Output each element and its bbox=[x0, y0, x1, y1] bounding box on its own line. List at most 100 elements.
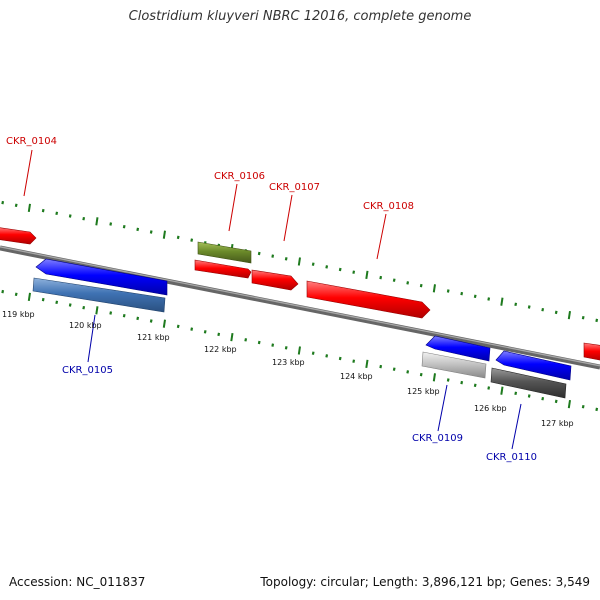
gene-arrow-ckr-0109[interactable] bbox=[425, 335, 491, 362]
lower-ring-minor-tick bbox=[311, 351, 315, 355]
upper-ring-minor-tick bbox=[190, 238, 194, 242]
lower-ring-minor-tick bbox=[55, 300, 59, 305]
label-leader-ckr-0110 bbox=[511, 403, 522, 450]
gene-label-ckr-0106[interactable]: CKR_0106 bbox=[214, 171, 265, 182]
lower-ring-minor-tick bbox=[68, 303, 72, 307]
gene-label-ckr-0110[interactable]: CKR_0110 bbox=[486, 452, 537, 463]
lower-ring-minor-tick bbox=[379, 364, 383, 369]
lower-ring-minor-tick bbox=[149, 319, 153, 323]
lower-ring-minor-tick bbox=[419, 372, 423, 377]
gene-label-ckr-0104[interactable]: CKR_0104 bbox=[6, 136, 57, 147]
lower-ring-minor-tick bbox=[527, 394, 531, 398]
upper-ring-major-tick bbox=[567, 310, 571, 320]
lower-ring-major-tick bbox=[230, 332, 234, 342]
accession-footer: Accession: NC_011837 bbox=[9, 575, 146, 589]
upper-ring-minor-tick bbox=[392, 278, 396, 282]
lower-ring-minor-tick bbox=[325, 354, 329, 358]
lower-ring-minor-tick bbox=[1, 289, 5, 294]
scale-label-119kbp: 119 kbp bbox=[2, 310, 35, 319]
lower-ring-minor-tick bbox=[473, 383, 477, 388]
lower-ring-minor-tick bbox=[203, 330, 207, 334]
lower-ring-major-tick bbox=[567, 399, 571, 409]
lower-ring-major-tick bbox=[27, 292, 31, 302]
lower-ring-major-tick bbox=[432, 373, 436, 382]
lower-ring-minor-tick bbox=[460, 380, 464, 385]
gene-label-ckr-0109[interactable]: CKR_0109 bbox=[412, 433, 463, 444]
scale-label-127kbp: 127 kbp bbox=[541, 419, 574, 428]
gene-arrow-edge-right[interactable] bbox=[583, 342, 600, 361]
upper-ring-minor-tick bbox=[284, 257, 288, 261]
upper-ring-major-tick bbox=[162, 230, 166, 239]
lower-ring-minor-tick bbox=[284, 346, 288, 350]
upper-ring-minor-tick bbox=[554, 310, 558, 315]
upper-ring-minor-tick bbox=[352, 270, 356, 274]
upper-ring-minor-tick bbox=[82, 216, 86, 221]
upper-ring-minor-tick bbox=[55, 211, 59, 216]
genome-backbone-highlight bbox=[0, 246, 600, 367]
lower-ring-major-tick bbox=[500, 386, 504, 395]
upper-ring-minor-tick bbox=[311, 262, 315, 266]
scale-label-122kbp: 122 kbp bbox=[204, 345, 237, 354]
upper-ring-minor-tick bbox=[581, 315, 585, 320]
upper-ring-minor-tick bbox=[527, 305, 531, 309]
lower-ring-minor-tick bbox=[487, 386, 491, 390]
upper-ring-minor-tick bbox=[406, 281, 410, 285]
upper-ring-minor-tick bbox=[41, 208, 45, 213]
upper-ring-minor-tick bbox=[176, 235, 180, 240]
gene-label-ckr-0107[interactable]: CKR_0107 bbox=[269, 182, 320, 193]
scale-label-120kbp: 120 kbp bbox=[69, 321, 102, 330]
upper-ring-minor-tick bbox=[473, 294, 477, 299]
lower-ring-minor-tick bbox=[554, 399, 558, 404]
lower-ring-minor-tick bbox=[217, 332, 221, 337]
lower-ring-major-tick bbox=[297, 346, 301, 355]
scale-label-124kbp: 124 kbp bbox=[340, 372, 373, 381]
lower-ring-minor-tick bbox=[581, 404, 585, 409]
lower-ring-minor-tick bbox=[82, 305, 86, 310]
lower-ring-minor-tick bbox=[406, 370, 410, 374]
upper-tick-ring bbox=[1, 200, 599, 323]
lower-ring-minor-tick bbox=[14, 292, 18, 297]
upper-ring-minor-tick bbox=[541, 307, 545, 312]
lower-ring-minor-tick bbox=[244, 338, 248, 342]
gene-arrow-ckr-0106[interactable] bbox=[194, 259, 252, 279]
gene-label-ckr-0105[interactable]: CKR_0105 bbox=[62, 365, 113, 376]
scale-label-126kbp: 126 kbp bbox=[474, 404, 507, 413]
upper-ring-minor-tick bbox=[68, 214, 72, 218]
upper-ring-major-tick bbox=[27, 203, 31, 213]
cds-bar-ckr-0105[interactable] bbox=[32, 277, 166, 313]
upper-ring-minor-tick bbox=[487, 297, 491, 301]
label-leader-ckr-0107 bbox=[283, 194, 293, 242]
lower-ring-minor-tick bbox=[352, 359, 356, 363]
cds-bar-ckr-0110[interactable] bbox=[490, 367, 567, 399]
upper-ring-minor-tick bbox=[122, 224, 126, 229]
scale-label-123kbp: 123 kbp bbox=[272, 358, 305, 367]
upper-ring-minor-tick bbox=[257, 251, 261, 256]
gene-label-ckr-0108[interactable]: CKR_0108 bbox=[363, 201, 414, 212]
scale-label-125kbp: 125 kbp bbox=[407, 387, 440, 396]
upper-ring-minor-tick bbox=[595, 318, 599, 323]
lower-ring-minor-tick bbox=[338, 356, 342, 361]
label-leader-ckr-0105 bbox=[87, 314, 96, 363]
upper-ring-minor-tick bbox=[446, 289, 450, 293]
upper-ring-minor-tick bbox=[271, 254, 275, 258]
lower-tick-ring bbox=[1, 289, 599, 412]
gene-arrow-ckr-0108[interactable] bbox=[306, 280, 431, 319]
cds-bar-ckr-0109[interactable] bbox=[421, 351, 487, 379]
upper-ring-minor-tick bbox=[460, 291, 464, 296]
gene-arrow-ckr-0110[interactable] bbox=[495, 350, 572, 381]
upper-ring-minor-tick bbox=[149, 230, 153, 234]
summary-footer: Topology: circular; Length: 3,896,121 bp… bbox=[260, 575, 590, 589]
cds-bar-ckr-0106[interactable] bbox=[197, 241, 252, 264]
lower-ring-minor-tick bbox=[176, 324, 180, 329]
label-leader-ckr-0109 bbox=[437, 384, 448, 432]
page-title: Clostridium kluyveri NBRC 12016, complet… bbox=[128, 9, 472, 24]
gene-arrow-ckr-0105[interactable] bbox=[35, 258, 168, 296]
gene-arrow-ckr-0104[interactable] bbox=[0, 227, 37, 245]
scale-label-121kbp: 121 kbp bbox=[137, 333, 170, 342]
upper-ring-minor-tick bbox=[514, 302, 518, 307]
upper-ring-minor-tick bbox=[136, 227, 140, 232]
gene-arrow-ckr-0107[interactable] bbox=[251, 269, 299, 291]
upper-ring-minor-tick bbox=[1, 200, 5, 205]
lower-ring-major-tick bbox=[162, 319, 166, 328]
